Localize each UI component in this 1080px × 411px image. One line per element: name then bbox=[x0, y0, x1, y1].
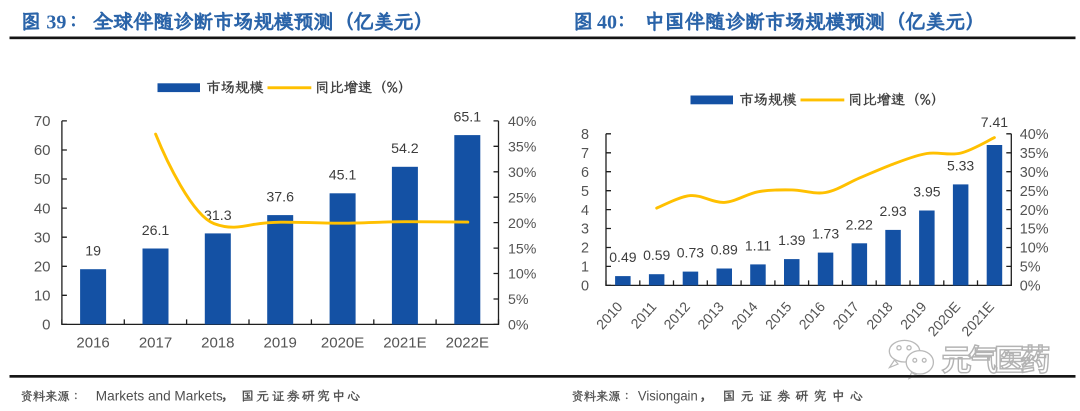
svg-text:19: 19 bbox=[85, 244, 101, 260]
svg-text:1.39: 1.39 bbox=[778, 232, 805, 248]
svg-text:2: 2 bbox=[581, 241, 589, 257]
svg-text:0.73: 0.73 bbox=[677, 245, 704, 261]
svg-text:0.59: 0.59 bbox=[643, 247, 670, 263]
svg-text:25%: 25% bbox=[508, 190, 537, 206]
svg-text:30: 30 bbox=[34, 229, 51, 246]
svg-text:5.33: 5.33 bbox=[947, 157, 974, 173]
svg-text:8: 8 bbox=[581, 127, 589, 143]
svg-text:7: 7 bbox=[581, 146, 589, 162]
svg-text:45.1: 45.1 bbox=[329, 168, 357, 184]
svg-text:35%: 35% bbox=[1020, 146, 1049, 162]
svg-text:2.93: 2.93 bbox=[879, 203, 906, 219]
svg-text:10: 10 bbox=[34, 288, 51, 305]
svg-text:35%: 35% bbox=[508, 140, 537, 156]
svg-text:40%: 40% bbox=[1020, 127, 1049, 143]
svg-text:10%: 10% bbox=[508, 267, 537, 283]
svg-text:20%: 20% bbox=[1020, 203, 1049, 219]
svg-text:65.1: 65.1 bbox=[453, 110, 481, 126]
svg-text:40%: 40% bbox=[508, 114, 537, 130]
svg-text:4: 4 bbox=[581, 203, 589, 219]
svg-text:2018: 2018 bbox=[201, 335, 234, 352]
svg-text:2022E: 2022E bbox=[446, 335, 489, 352]
svg-text:40: 40 bbox=[34, 200, 51, 217]
svg-text:37.6: 37.6 bbox=[266, 190, 294, 206]
svg-text:50: 50 bbox=[34, 171, 51, 188]
svg-text:30%: 30% bbox=[1020, 165, 1049, 181]
svg-text:2.22: 2.22 bbox=[846, 216, 873, 232]
svg-text:Visiongain: Visiongain bbox=[638, 388, 698, 403]
svg-text:5: 5 bbox=[581, 184, 589, 200]
svg-text:10%: 10% bbox=[1020, 241, 1049, 257]
svg-text:1: 1 bbox=[581, 260, 589, 276]
svg-text:0: 0 bbox=[581, 279, 589, 295]
svg-text:1.73: 1.73 bbox=[812, 226, 839, 242]
svg-text:7.41: 7.41 bbox=[981, 114, 1008, 130]
svg-text:1.11: 1.11 bbox=[745, 237, 771, 253]
svg-text:3: 3 bbox=[581, 222, 589, 238]
svg-text:15%: 15% bbox=[1020, 222, 1049, 238]
svg-text:20: 20 bbox=[34, 259, 51, 276]
svg-text:Markets and Markets: Markets and Markets bbox=[96, 388, 223, 403]
svg-text:2021E: 2021E bbox=[383, 335, 426, 352]
svg-text:0%: 0% bbox=[508, 318, 529, 334]
svg-text:40: 40 bbox=[597, 11, 617, 33]
svg-text:39: 39 bbox=[46, 11, 66, 33]
svg-text:2016: 2016 bbox=[76, 335, 109, 352]
svg-text:15%: 15% bbox=[508, 241, 537, 257]
svg-text:2019: 2019 bbox=[264, 335, 297, 352]
svg-text:3.95: 3.95 bbox=[913, 184, 940, 200]
svg-text:0.89: 0.89 bbox=[711, 242, 738, 258]
svg-text:0.49: 0.49 bbox=[609, 249, 636, 265]
svg-text:54.2: 54.2 bbox=[391, 141, 419, 157]
svg-text:5%: 5% bbox=[1020, 260, 1041, 276]
svg-text:6: 6 bbox=[581, 165, 589, 181]
svg-text:5%: 5% bbox=[508, 292, 529, 308]
svg-text:26.1: 26.1 bbox=[142, 223, 170, 239]
svg-text:20%: 20% bbox=[508, 216, 537, 232]
svg-text:25%: 25% bbox=[1020, 184, 1049, 200]
svg-text:31.3: 31.3 bbox=[204, 208, 232, 224]
svg-text:60: 60 bbox=[34, 142, 51, 159]
svg-text:2017: 2017 bbox=[139, 335, 172, 352]
svg-text:0: 0 bbox=[42, 317, 50, 334]
svg-text:70: 70 bbox=[34, 113, 51, 130]
svg-text:0%: 0% bbox=[1020, 279, 1041, 295]
svg-text:30%: 30% bbox=[508, 165, 537, 181]
svg-text:2020E: 2020E bbox=[321, 335, 364, 352]
